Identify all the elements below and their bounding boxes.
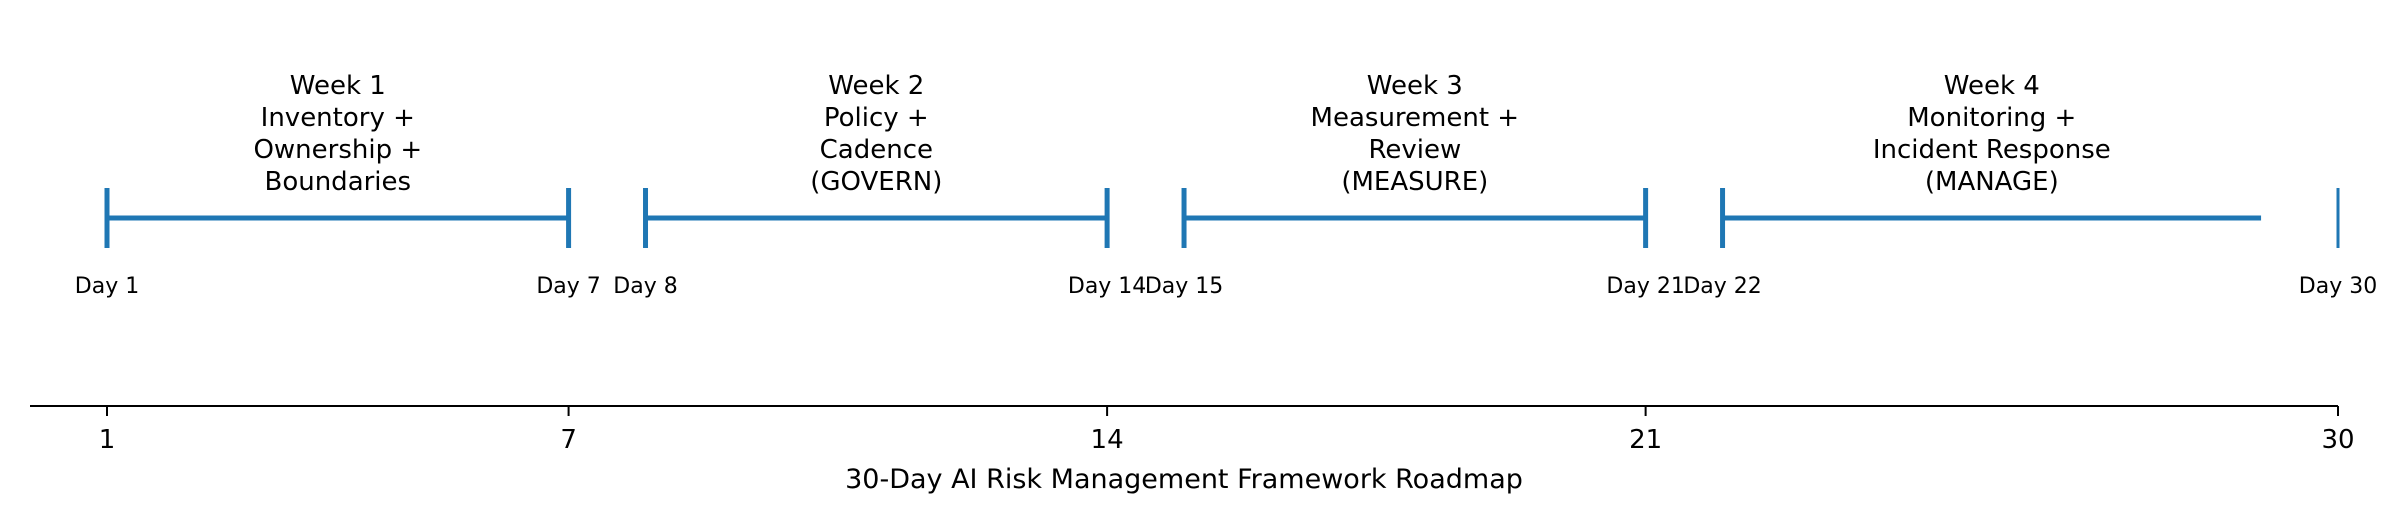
week-label-line: Measurement + — [1311, 103, 1520, 133]
day-label: Day 14 — [1068, 274, 1146, 299]
day-label: Day 15 — [1145, 274, 1223, 299]
x-tick-label: 7 — [560, 425, 577, 455]
week-label-line: Ownership + — [253, 135, 422, 165]
x-tick-label: 14 — [1091, 425, 1124, 455]
week-label-line: Week 3 — [1367, 71, 1463, 101]
x-axis-label: 30-Day AI Risk Management Framework Road… — [845, 464, 1523, 495]
plot-area: Day 1 Day 7 Week 1 Inventory + Ownership + Bo… — [75, 71, 2377, 299]
week-label-line: (MEASURE) — [1341, 167, 1488, 197]
week-2-label: Week 2 Policy + Cadence (GOVERN) — [810, 71, 942, 197]
week-label-line: Week 1 — [290, 71, 386, 101]
day-label: Day 21 — [1606, 274, 1684, 299]
x-axis: 1 7 14 21 30 — [30, 405, 2355, 455]
day-label: Day 7 — [536, 274, 600, 299]
week-label-line: Review — [1368, 135, 1461, 165]
day-label: Day 22 — [1683, 274, 1761, 299]
week-label-line: Cadence — [820, 135, 933, 165]
week-label-line: Week 4 — [1944, 71, 2040, 101]
week-label-line: Inventory + — [261, 103, 415, 133]
week-label-line: Incident Response — [1873, 135, 2111, 165]
week-label-line: (MANAGE) — [1925, 167, 2059, 197]
week-4-label: Week 4 Monitoring + Incident Response (MANA… — [1873, 71, 2111, 197]
week-label-line: Policy + — [824, 103, 929, 133]
week-label-line: (GOVERN) — [810, 167, 942, 197]
week-label-line: Boundaries — [264, 167, 411, 197]
week-1-label: Week 1 Inventory + Ownership + Boundaries — [253, 71, 422, 197]
day-label: Day 8 — [613, 274, 677, 299]
week-label-line: Monitoring + — [1907, 103, 2076, 133]
x-tick-label: 1 — [99, 425, 116, 455]
day-label: Day 30 — [2299, 274, 2377, 299]
week-3-label: Week 3 Measurement + Review (MEASURE) — [1311, 71, 1520, 197]
x-tick-label: 21 — [1629, 425, 1662, 455]
x-tick-label: 30 — [2321, 425, 2354, 455]
week-label-line: Week 2 — [828, 71, 924, 101]
day-label: Day 1 — [75, 274, 139, 299]
